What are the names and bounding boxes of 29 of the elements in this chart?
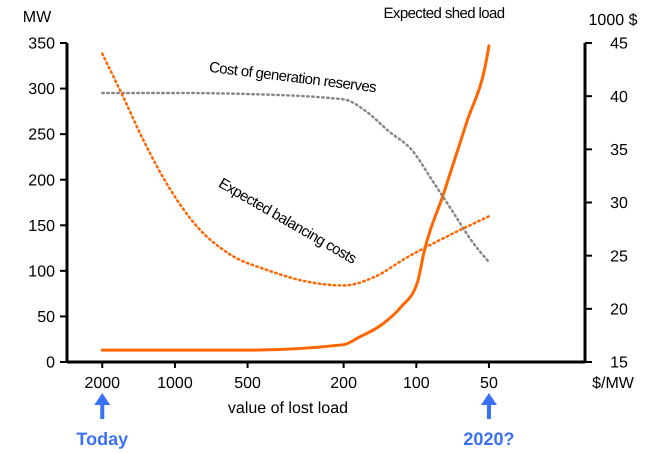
x-tick-label: 50 [480,375,498,392]
y-tick-label: 300 [28,81,56,98]
x-axis-title: value of lost load [228,400,348,417]
x-tick-label: 100 [402,375,430,392]
y2-tick-label: 20 [610,301,628,318]
series-label: Expected shed load [384,5,505,22]
y2-tick-label: 15 [610,354,628,372]
y2-tick-label: 40 [610,88,628,106]
y-tick-label: 50 [37,309,56,326]
y2-tick-label: 45 [610,36,628,53]
y2-tick-label: 35 [610,142,628,159]
text: Cost of generation reserves [208,58,378,96]
x-tick-label: 1000 [157,375,193,392]
text: Today [76,429,128,449]
text: 2020? [463,429,514,449]
x-tick-label: 2000 [84,375,120,392]
y-tick-label: 100 [28,263,56,280]
y-tick-label: 200 [28,172,56,190]
text: $/MW [592,375,635,392]
x-tick-label: 200 [330,375,358,392]
x-tick-label: 500 [234,375,262,392]
y2-tick-label: 25 [610,248,628,266]
y2-tick-label: 30 [610,195,628,212]
y2-axis-title: 1000 $ [588,12,638,29]
y-tick-label: 0 [46,354,56,372]
y-tick-label: 350 [28,36,56,53]
y-tick-label: 250 [28,126,56,144]
y-tick-label: 150 [28,218,56,235]
y-axis-title: MW [22,9,52,26]
